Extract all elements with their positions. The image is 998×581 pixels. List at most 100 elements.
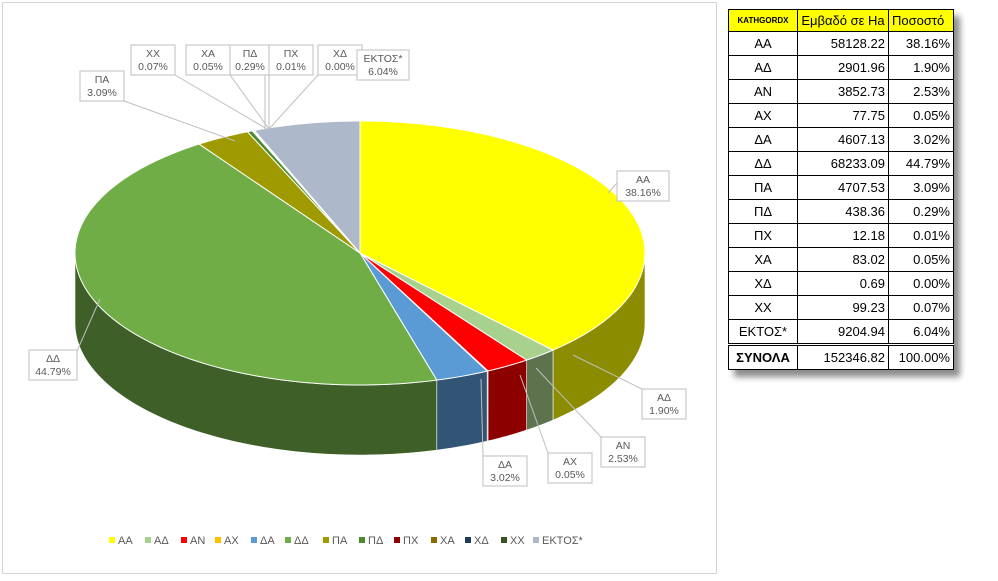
leader-line-10	[268, 74, 319, 130]
data-label-category-12: ΕΚΤΟΣ*	[364, 53, 403, 65]
cell-category: ΠΑ	[728, 175, 798, 200]
data-label-box-1	[641, 388, 687, 420]
cell-area: 0.69	[797, 271, 889, 296]
data-label-category-11: ΧΧ	[146, 48, 160, 60]
table-row: ΠΔ 438.36 0.29%	[728, 199, 954, 224]
leader-line-6	[123, 100, 236, 142]
data-label-box-6	[79, 70, 125, 102]
legend-label-0: ΑΑ	[118, 535, 133, 547]
legend-marker-8	[394, 537, 400, 543]
cell-area: 9204.94	[797, 319, 889, 345]
pie-slice-4	[359, 252, 489, 381]
data-label-value-4: 3.02%	[490, 472, 520, 484]
legend-marker-5	[285, 537, 291, 543]
cell-category: ΑΧ	[728, 103, 798, 128]
cell-percent: 0.29%	[888, 199, 954, 224]
table-row: ΑΑ 58128.22 38.16%	[728, 31, 954, 56]
cell-category: ΔΔ	[728, 151, 798, 176]
pie-sides	[74, 252, 646, 456]
data-label-box-0	[616, 170, 670, 202]
cell-percent: 3.02%	[888, 127, 954, 152]
cell-area: 3852.73	[797, 79, 889, 104]
legend-marker-9	[431, 537, 437, 543]
legend-label-8: ΠΧ	[403, 535, 419, 547]
legend-marker-0	[109, 537, 115, 543]
header-area: Εμβαδό σε Ha	[797, 9, 889, 32]
legend-label-12: ΕΚΤΟΣ*	[542, 535, 584, 547]
cell-category: ΔΑ	[728, 127, 798, 152]
table-header-row: KATHGORDX Εμβαδό σε Ha Ποσοστό	[728, 9, 954, 32]
total-label: ΣΥΝΟΛΑ	[728, 343, 798, 370]
cell-category: ΠΧ	[728, 223, 798, 248]
cell-percent: 44.79%	[888, 151, 954, 176]
table-row: ΔΔ 68233.09 44.79%	[728, 151, 954, 176]
data-label-box-9	[185, 44, 231, 76]
pie-slice-6	[197, 131, 361, 254]
data-label-box-7	[227, 44, 273, 76]
legend-marker-11	[501, 537, 507, 543]
pie-side-1	[526, 349, 554, 431]
data-label-value-10: 0.00%	[325, 61, 355, 73]
legend-label-1: ΑΔ	[154, 535, 169, 547]
data-labels: ΑΑ38.16%ΑΔ1.90%ΑΝ2.53%ΑΧ0.05%ΔΑ3.02%ΔΔ44…	[28, 44, 687, 487]
data-label-box-12	[356, 49, 410, 81]
table-row: ΧΔ 0.69 0.00%	[728, 271, 954, 296]
cell-area: 68233.09	[797, 151, 889, 176]
cell-area: 4707.53	[797, 175, 889, 200]
data-label-category-1: ΑΔ	[657, 392, 671, 404]
leader-line-4	[480, 378, 484, 457]
data-label-value-6: 3.09%	[87, 87, 117, 99]
cell-category: ΑΑ	[728, 31, 798, 56]
cell-category: ΧΑ	[728, 247, 798, 272]
cell-percent: 0.07%	[888, 295, 954, 320]
legend-marker-12	[533, 537, 539, 543]
total-percent: 100.00%	[888, 343, 954, 370]
pie-slice-5	[74, 143, 438, 386]
legend-label-7: ΠΔ	[368, 535, 384, 547]
cell-percent: 0.05%	[888, 103, 954, 128]
leader-line-5	[76, 298, 101, 352]
data-label-box-4	[482, 455, 528, 487]
legend-label-10: ΧΔ	[474, 535, 489, 547]
cell-area: 438.36	[797, 199, 889, 224]
cell-area: 83.02	[797, 247, 889, 272]
data-label-category-2: ΑΝ	[616, 440, 631, 452]
leader-line-11	[174, 74, 268, 130]
total-area: 152346.82	[797, 343, 889, 370]
table-row: ΔΑ 4607.13 3.02%	[728, 127, 954, 152]
data-label-value-0: 38.16%	[625, 187, 661, 199]
cell-category: ΕΚΤΟΣ*	[728, 319, 798, 345]
table-row: ΑΔ 2901.96 1.90%	[728, 55, 954, 80]
legend-marker-10	[465, 537, 471, 543]
data-label-box-8	[268, 44, 314, 76]
cell-category: ΧΔ	[728, 271, 798, 296]
table-row: ΠΑ 4707.53 3.09%	[728, 175, 954, 200]
data-label-box-3	[547, 452, 593, 484]
data-label-value-2: 2.53%	[608, 453, 638, 465]
data-label-category-9: ΧΑ	[201, 48, 215, 60]
pie-side-4	[436, 370, 488, 451]
cell-area: 12.18	[797, 223, 889, 248]
leader-line-2	[535, 367, 602, 438]
cell-area: 58128.22	[797, 31, 889, 56]
legend-label-4: ΔΑ	[260, 535, 275, 547]
cell-area: 99.23	[797, 295, 889, 320]
data-label-value-5: 44.79%	[35, 366, 71, 378]
header-percent: Ποσοστό	[888, 9, 954, 32]
table-row: ΑΧ 77.75 0.05%	[728, 103, 954, 128]
leader-line-1	[572, 354, 643, 390]
data-label-box-5	[28, 349, 78, 381]
legend-marker-1	[145, 537, 151, 543]
cell-area: 4607.13	[797, 127, 889, 152]
pie-slice-1	[359, 252, 555, 361]
cell-area: 2901.96	[797, 55, 889, 80]
data-label-category-7: ΠΔ	[243, 48, 258, 60]
legend-label-5: ΔΔ	[294, 535, 309, 547]
legend-marker-7	[359, 537, 365, 543]
data-label-value-12: 6.04%	[368, 66, 398, 78]
leader-line-0	[607, 182, 618, 194]
table-row: ΕΚΤΟΣ* 9204.94 6.04%	[728, 319, 954, 345]
data-table: KATHGORDX Εμβαδό σε Ha Ποσοστό ΑΑ 58128.2…	[728, 9, 954, 370]
pie-top	[74, 120, 646, 386]
cell-category: ΧΧ	[728, 295, 798, 320]
